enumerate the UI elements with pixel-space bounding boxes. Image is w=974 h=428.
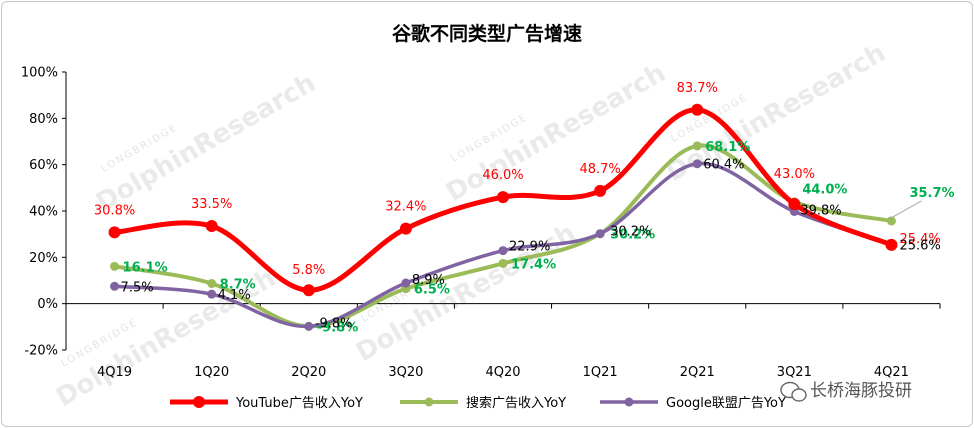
series-point-0 [788, 198, 801, 211]
data-label-2: 39.8% [800, 203, 841, 218]
legend-label-0: YouTube广告收入YoY [235, 396, 363, 411]
data-label-1: 17.4% [511, 257, 556, 272]
series-point-1 [692, 141, 702, 151]
y-tick-label: 40% [29, 205, 58, 220]
data-label-2: 4.1% [218, 288, 251, 303]
data-label-0: 48.7% [579, 162, 620, 177]
series-point-2 [692, 159, 702, 169]
data-label-0: 32.4% [385, 200, 426, 215]
series-point-0 [691, 103, 704, 116]
data-label-0: 30.8% [94, 203, 135, 218]
series-point-2 [498, 246, 508, 256]
x-tick-label: 4Q20 [485, 365, 520, 380]
data-label-2: 22.9% [509, 240, 550, 255]
legend-marker-0 [193, 396, 205, 408]
series-point-0 [885, 238, 898, 251]
data-label-0: 5.8% [292, 263, 325, 278]
y-tick-label: 100% [21, 66, 58, 81]
data-label-0: 46.0% [482, 168, 523, 183]
legend-label-1: 搜索广告收入YoY [466, 396, 566, 411]
data-label-1: 44.0% [802, 183, 847, 198]
data-labels: 30.8% 33.5% 5.8% 32.4% 46.0% 48.7% 83.7% 43.0% 2… [94, 81, 955, 336]
series-point-0 [302, 284, 315, 297]
data-label-2: 7.5% [121, 280, 154, 295]
data-label-1: -9.8% [317, 320, 358, 335]
x-tick-label: 2Q21 [680, 365, 715, 380]
series-point-0 [594, 184, 607, 197]
data-label-1: 30.2% [610, 228, 655, 243]
y-tick-label: 0% [37, 297, 58, 312]
series-point-0 [497, 191, 509, 204]
wechat-icon-bubble [791, 388, 807, 402]
watermark-text: DolphinResearch [91, 68, 321, 218]
y-tick-label: 20% [29, 251, 58, 266]
y-tick-label: 60% [29, 158, 58, 173]
watermark-text: DolphinResearch [441, 58, 671, 208]
series-point-2 [595, 229, 605, 239]
legend-marker-2 [624, 397, 634, 407]
y-tick-label: -20% [24, 344, 58, 359]
data-label-2: 60.4% [703, 158, 744, 173]
series-point-0 [108, 226, 121, 239]
y-tick-label: 80% [29, 112, 58, 127]
series-point-2 [401, 278, 411, 288]
data-label-2: 25.6% [899, 238, 940, 253]
data-label-1: 6.5% [414, 283, 450, 298]
x-tick-label: 4Q19 [97, 365, 132, 380]
data-label-1: 68.1% [705, 140, 750, 155]
series-point-0 [205, 220, 218, 233]
series-layer [108, 103, 898, 331]
legend-label-2: Google联盟广告YoY [666, 396, 786, 411]
series-point-1 [498, 258, 508, 268]
label-leader-line [889, 200, 922, 220]
x-tick-label: 1Q20 [194, 365, 229, 380]
data-label-0: 33.5% [191, 197, 232, 212]
brand-text: 长桥海豚投研 [810, 381, 912, 401]
data-label-2: -9.8% [315, 316, 353, 331]
data-label-1: 16.1% [123, 260, 168, 275]
series-point-2 [304, 321, 314, 331]
series-point-2 [110, 281, 120, 291]
series-point-1 [207, 279, 217, 289]
legend: YouTube广告收入YoY 搜索广告收入YoY Google联盟广告YoY [170, 396, 786, 411]
x-tick-label: 2Q20 [291, 365, 326, 380]
data-label-2: 8.9% [412, 273, 445, 288]
branding: 长桥海豚投研 [780, 381, 912, 402]
series-point-2 [207, 289, 217, 299]
data-label-2: 30.2% [610, 225, 651, 240]
axes: -20% 0% 20% 40% 60% 80% 100% 4Q19 1Q20 2Q20 3Q20 4Q… [21, 66, 941, 380]
series-point-1 [886, 216, 896, 226]
data-label-0: 43.0% [774, 167, 815, 182]
series-point-0 [399, 222, 412, 235]
series-point-1 [110, 261, 120, 271]
chart-title: 谷歌不同类型广告增速 [392, 22, 582, 45]
x-tick-label: 4Q21 [874, 365, 909, 380]
data-label-0: 83.7% [677, 81, 718, 96]
data-label-1: 35.7% [909, 186, 954, 201]
x-tick-label: 1Q21 [583, 365, 618, 380]
legend-marker-1 [424, 397, 434, 407]
x-tick-label: 3Q21 [777, 365, 812, 380]
data-label-1: 8.7% [220, 278, 256, 293]
x-tick-label: 3Q20 [388, 365, 423, 380]
data-label-0: 25.4% [899, 232, 940, 247]
